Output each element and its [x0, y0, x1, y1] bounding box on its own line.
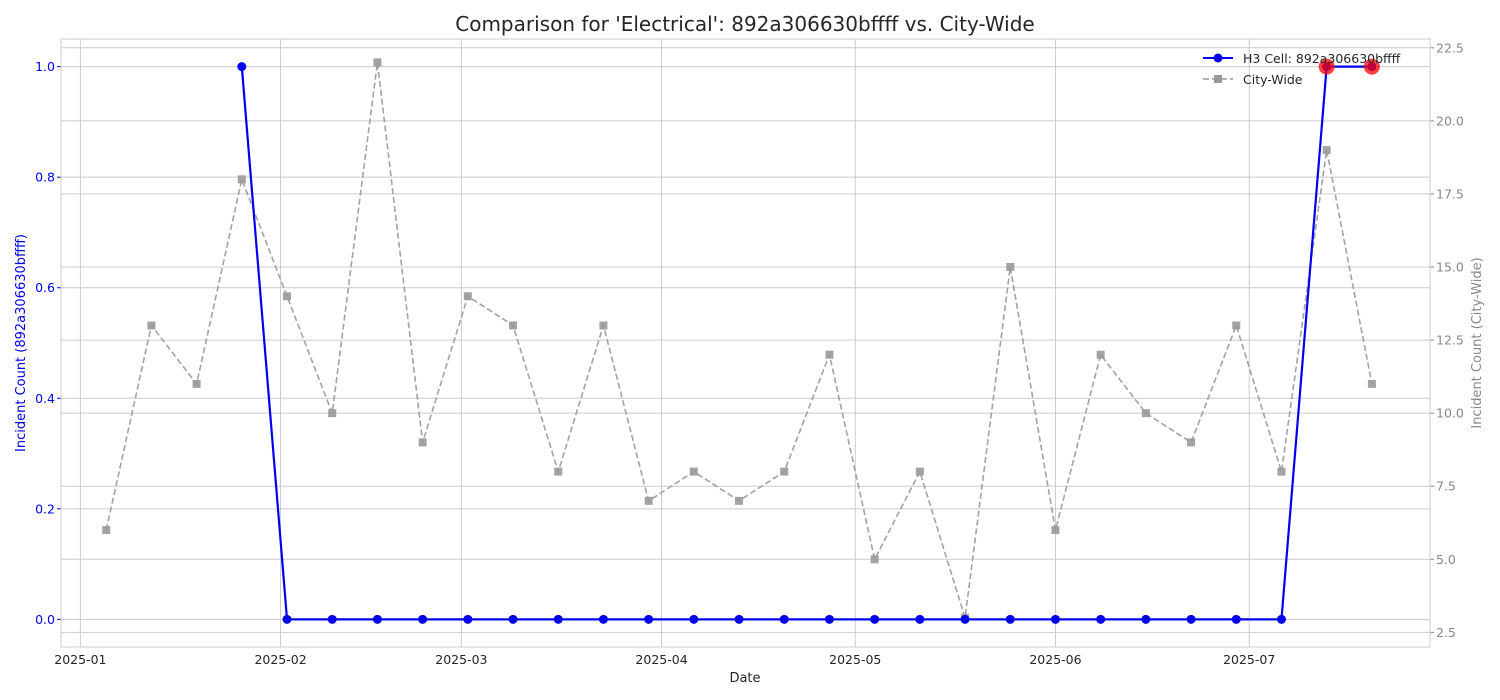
- highlight-point: [1363, 58, 1380, 75]
- x-tick-label: 2025-03: [435, 652, 487, 667]
- h3-line: [240, 65, 1372, 621]
- citywide-point: [1322, 146, 1331, 155]
- h3-point: [870, 614, 880, 624]
- series-layer: [102, 58, 1380, 624]
- left-y-axis-label: Incident Count (892a306630bffff): [14, 234, 29, 452]
- legend-h3-marker: [1213, 53, 1223, 63]
- citywide-point: [915, 467, 924, 476]
- h3-point: [960, 614, 970, 624]
- citywide-point: [870, 555, 879, 564]
- h3-point: [418, 614, 428, 624]
- h3-point: [372, 614, 382, 624]
- h3-point: [734, 614, 744, 624]
- h3-point: [644, 614, 654, 624]
- h3-point: [915, 614, 925, 624]
- h3-point: [779, 614, 789, 624]
- left-y-tick-label: 0.8: [35, 170, 55, 185]
- x-axis-label: Date: [729, 671, 760, 686]
- right-y-axis-label: Incident Count (City-Wide): [1470, 257, 1485, 428]
- h3-point: [1276, 614, 1286, 624]
- h3-point: [1096, 614, 1106, 624]
- right-y-tick-label: 5.0: [1436, 552, 1456, 567]
- right-y-tick-label: 15.0: [1436, 260, 1464, 275]
- right-y-tick-label: 12.5: [1436, 333, 1464, 348]
- citywide-point: [780, 467, 789, 476]
- citywide-point: [554, 467, 563, 476]
- right-y-tick-label: 2.5: [1436, 625, 1456, 640]
- h3-point: [1186, 614, 1196, 624]
- h3-point: [1005, 614, 1015, 624]
- citywide-point: [328, 409, 337, 418]
- h3-point: [553, 614, 563, 624]
- legend-h3-label: H3 Cell: 892a306630bffff: [1243, 51, 1401, 66]
- x-tick-label: 2025-07: [1223, 652, 1275, 667]
- x-tick-label: 2025-05: [829, 652, 881, 667]
- h3-point: [282, 614, 292, 624]
- left-y-tick-label: 0.6: [35, 280, 55, 295]
- left-y-tick-label: 0.4: [35, 391, 55, 406]
- left-y-tick-label: 1.0: [35, 59, 55, 74]
- citywide-point: [283, 292, 292, 301]
- left-y-tick-labels: 0.0 0.2 0.4 0.6 0.8 1.0: [35, 59, 55, 627]
- h3-point: [237, 62, 247, 72]
- citywide-point: [237, 175, 246, 184]
- citywide-point: [373, 58, 382, 67]
- citywide-point: [1187, 438, 1196, 447]
- right-y-tick-label: 10.0: [1436, 406, 1464, 421]
- left-y-tick-label: 0.0: [35, 612, 55, 627]
- citywide-point: [147, 321, 156, 330]
- citywide-point: [599, 321, 608, 330]
- legend: H3 Cell: 892a306630bffff City-Wide: [1203, 51, 1401, 87]
- citywide-point: [1096, 350, 1105, 359]
- h3-point: [824, 614, 834, 624]
- citywide-point: [825, 350, 834, 359]
- x-tick-labels: 2025-01 2025-02 2025-03 2025-04 2025-05 2025-…: [54, 652, 1275, 667]
- h3-point: [1050, 614, 1060, 624]
- citywide-point: [418, 438, 427, 447]
- citywide-point: [735, 496, 744, 505]
- x-tick-label: 2025-01: [54, 652, 106, 667]
- citywide-point: [463, 292, 472, 301]
- right-y-tick-labels: 2.5 5.0 7.5 10.0 12.5 15.0 17.5 20.0 22.5: [1436, 40, 1464, 640]
- h3-point: [1231, 614, 1241, 624]
- citywide-point: [1006, 263, 1015, 271]
- citywide-point: [509, 321, 518, 330]
- h3-point: [327, 614, 337, 624]
- citywide-point: [1232, 321, 1241, 330]
- legend-citywide-label: City-Wide: [1243, 72, 1303, 87]
- citywide-point: [689, 467, 698, 476]
- x-tick-label: 2025-02: [254, 652, 306, 667]
- citywide-point: [644, 496, 653, 505]
- citywide-point: [1051, 526, 1060, 535]
- x-gridlines: [79, 39, 1250, 647]
- h3-point: [508, 614, 518, 624]
- right-y-tick-label: 22.5: [1436, 40, 1464, 55]
- h3-point: [1141, 614, 1151, 624]
- right-y-tick-label: 17.5: [1436, 186, 1464, 201]
- h3-point: [689, 614, 699, 624]
- chart-title: Comparison for 'Electrical': 892a306630b…: [455, 12, 1034, 36]
- legend-citywide-marker: [1214, 75, 1222, 83]
- plot-area: [60, 38, 1431, 648]
- highlight-point: [1318, 58, 1335, 75]
- right-y-tick-label: 20.0: [1436, 113, 1464, 128]
- h3-point: [463, 614, 473, 624]
- citywide-point: [1141, 409, 1150, 418]
- citywide-point: [1277, 467, 1286, 476]
- left-y-tick-label: 0.2: [35, 501, 55, 516]
- citywide-point: [192, 379, 201, 388]
- citywide-point: [1367, 379, 1376, 388]
- right-y-tick-label: 7.5: [1436, 479, 1456, 494]
- citywide-point: [102, 526, 111, 535]
- x-tick-label: 2025-04: [635, 652, 687, 667]
- left-gridlines: [57, 66, 1430, 620]
- x-tick-label: 2025-06: [1029, 652, 1081, 667]
- right-gridlines: [61, 47, 1434, 633]
- h3-point: [598, 614, 608, 624]
